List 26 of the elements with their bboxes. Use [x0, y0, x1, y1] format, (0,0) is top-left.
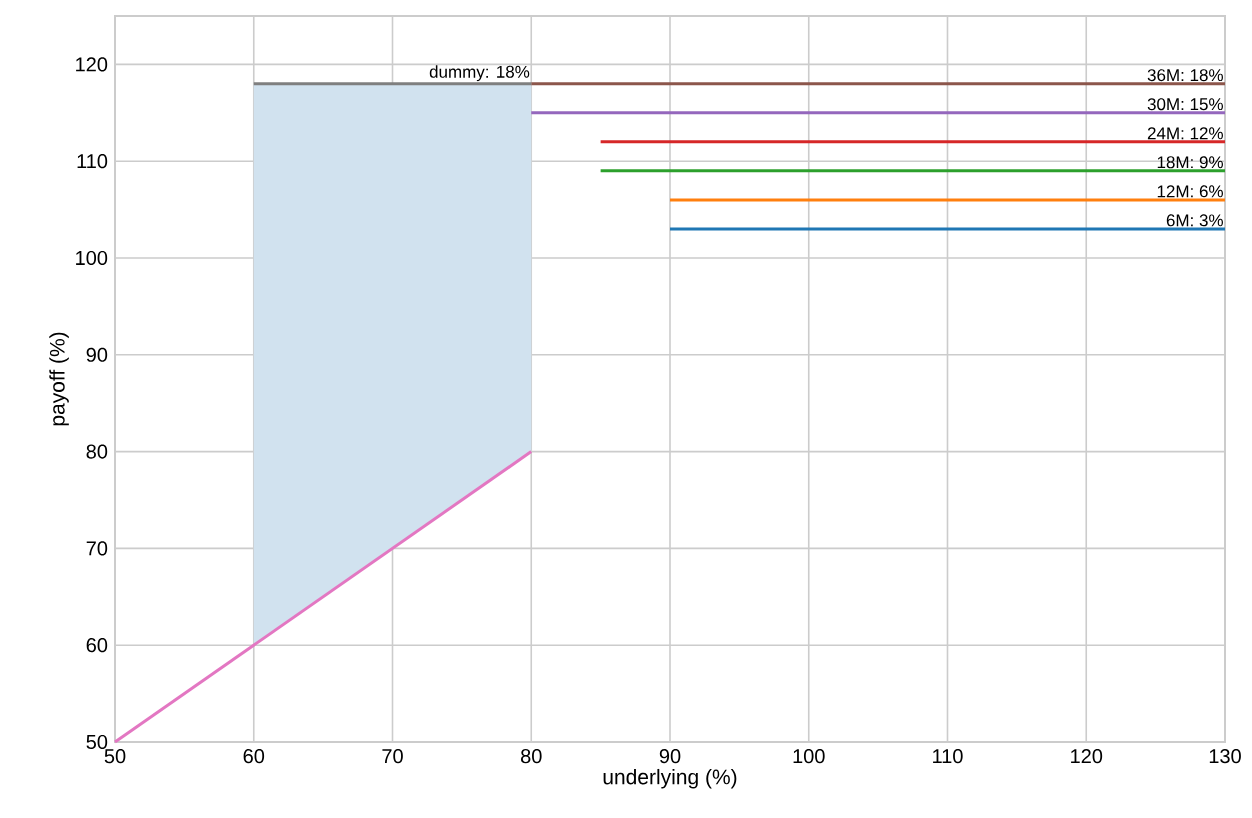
y-tick-label: 60 [86, 638, 108, 653]
series-label: 6M: 3% [1166, 214, 1223, 227]
x-tick-label: 50 [104, 749, 126, 764]
x-tick-label: 120 [1071, 749, 1103, 764]
series-label: 36M: 18% [1147, 69, 1223, 82]
series-label: 24M: 12% [1147, 127, 1223, 140]
series-label: dummy: 18% [429, 65, 530, 82]
y-tick-label: 90 [86, 347, 108, 362]
x-tick-label: 110 [933, 749, 963, 764]
x-tick-label: 60 [243, 749, 265, 764]
x-tick-label: 80 [521, 749, 542, 764]
series-label: 30M: 15% [1147, 98, 1223, 111]
y-tick-label: 120 [76, 57, 108, 72]
y-tick-label: 80 [86, 444, 108, 459]
x-tick-label: 70 [382, 749, 403, 764]
y-tick-label: 50 [86, 734, 108, 750]
x-tick-label: 130 [1209, 749, 1241, 764]
series-label: 12M: 6% [1157, 185, 1223, 198]
y-tick-label: 110 [77, 154, 108, 169]
series-label: 18M: 9% [1157, 156, 1223, 169]
y-axis-title: payoff (%) [49, 332, 69, 426]
x-tick-label: 90 [659, 749, 681, 764]
y-tick-label: 100 [76, 250, 108, 266]
y-tick-label: 70 [86, 541, 108, 556]
x-tick-label: 100 [793, 749, 825, 764]
x-axis-title: underlying (%) [603, 768, 737, 789]
